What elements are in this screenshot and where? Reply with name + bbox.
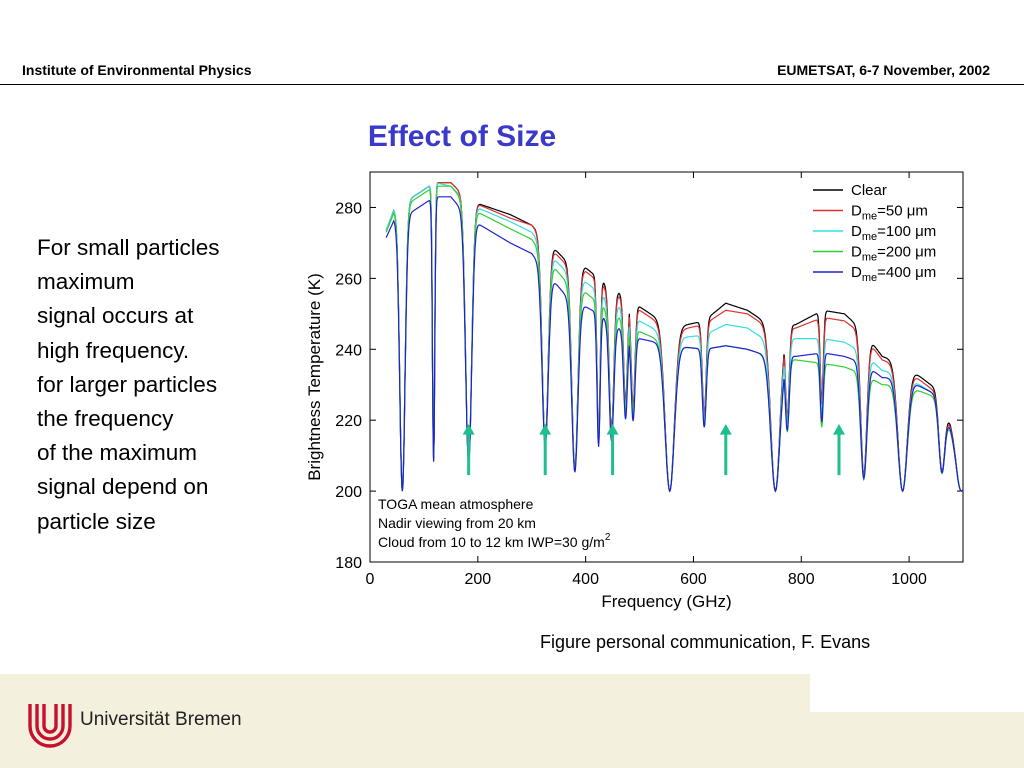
- brightness-temperature-chart: 0 200 400 600 800 1000 180 200 220 240 260 280 Frequ…: [305, 171, 964, 611]
- y-tick-label: 240: [335, 342, 362, 359]
- body-line: the frequency: [37, 406, 174, 432]
- annotation-line-1: Nadir viewing from 20 km: [378, 515, 536, 531]
- x-tick-label: 200: [464, 571, 491, 588]
- y-tick-label: 220: [335, 413, 362, 430]
- arrow-head-0: [462, 423, 475, 435]
- legend-label-4: Dme=400 μm: [851, 264, 936, 284]
- arrow-head-4: [833, 423, 846, 435]
- footer-band-right: [810, 712, 1024, 768]
- header-event: EUMETSAT, 6-7 November, 2002: [777, 62, 990, 78]
- figure-caption: Figure personal communication, F. Evans: [540, 632, 871, 652]
- series-line-4: [385, 196, 963, 493]
- university-logo-icon: [28, 704, 72, 748]
- legend-label-0: Clear: [851, 182, 887, 199]
- y-tick-label: 180: [335, 555, 362, 572]
- legend-label-2: Dme=100 μm: [851, 223, 936, 243]
- footer-band: [0, 674, 810, 768]
- university-name: Universität Bremen: [80, 709, 242, 730]
- body-line: of the maximum: [37, 440, 198, 466]
- x-axis-label: Frequency (GHz): [601, 592, 731, 611]
- arrow-head-2: [606, 423, 619, 435]
- arrow-head-3: [719, 423, 732, 435]
- y-tick-label: 260: [335, 271, 362, 288]
- body-line: high frequency.: [37, 337, 190, 363]
- body-line: signal depend on: [37, 474, 209, 500]
- body-line: signal occurs at: [37, 303, 194, 329]
- legend-label-3: Dme=200 μm: [851, 244, 936, 264]
- legend-label-1: Dme=50 μm: [851, 203, 928, 223]
- y-tick-label: 280: [335, 200, 362, 217]
- slide-title: Effect of Size: [367, 120, 557, 153]
- body-line: For small particles: [37, 235, 220, 260]
- x-tick-label: 800: [788, 571, 815, 588]
- header-institute: Institute of Environmental Physics: [22, 62, 252, 78]
- plot-frame: [369, 171, 964, 563]
- annotation-line-0: TOGA mean atmosphere: [378, 496, 534, 512]
- body-line: particle size: [37, 508, 156, 534]
- x-tick-label: 1000: [891, 571, 927, 588]
- x-tick-label: 600: [680, 571, 707, 588]
- header-divider: [0, 84, 1024, 85]
- body-text: For small particles maximum signal occur…: [37, 231, 287, 539]
- body-line: maximum: [37, 269, 135, 295]
- annotation-line-2: Cloud from 10 to 12 km IWP=30 g/m2: [378, 532, 611, 550]
- x-tick-label: 0: [366, 571, 375, 588]
- y-tick-label: 200: [335, 484, 362, 501]
- x-tick-label: 400: [572, 571, 599, 588]
- body-line: for larger particles: [37, 371, 218, 397]
- y-axis-label: Brightness Temperature (K): [305, 273, 324, 481]
- arrow-head-1: [539, 423, 552, 435]
